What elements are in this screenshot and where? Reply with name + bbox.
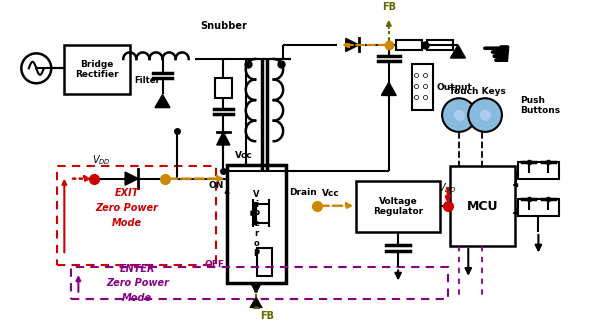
Polygon shape [155,94,170,108]
Text: Vcc: Vcc [235,151,252,160]
Bar [427,40,453,50]
Text: FB: FB [382,2,396,12]
Text: Bridge
Rectifier: Bridge Rectifier [75,60,119,79]
Bar [71,267,447,299]
Bar [518,199,559,216]
Circle shape [454,110,464,120]
Text: EXIT
Zero Power
Mode: EXIT Zero Power Mode [96,188,158,228]
Text: Drain: Drain [289,188,316,197]
Circle shape [442,98,476,132]
Text: Vcc: Vcc [322,189,339,198]
Text: ☚: ☚ [480,39,513,73]
Bar [450,167,515,246]
Text: Voltage
Regulator: Voltage Regulator [373,196,423,216]
Bar [356,180,440,232]
Text: $V_{DD}$: $V_{DD}$ [92,154,111,168]
Bar [412,64,432,110]
Circle shape [468,98,502,132]
Text: Push
Buttons: Push Buttons [520,96,560,116]
Polygon shape [217,132,230,145]
Polygon shape [346,39,359,51]
Text: MCU: MCU [467,200,498,213]
Polygon shape [450,45,465,58]
Circle shape [480,110,490,120]
Bar [227,165,286,283]
Text: ON: ON [209,181,224,190]
Polygon shape [125,172,138,185]
Bar [397,40,422,50]
Text: Touch Keys: Touch Keys [449,87,506,96]
Polygon shape [382,82,397,95]
Text: FB: FB [260,311,274,321]
Bar [64,45,130,93]
Bar [257,248,272,276]
Text: ENTER
Zero Power
Mode: ENTER Zero Power Mode [106,264,169,303]
Text: V
i
P
e
r
o
P: V i P e r o P [253,190,260,257]
Bar [57,167,216,265]
Bar [518,162,559,179]
Text: Snubber: Snubber [200,21,247,31]
Text: $V_{DD}$: $V_{DD}$ [438,181,457,195]
Polygon shape [249,297,264,310]
Text: Filter: Filter [135,76,161,85]
Bar [215,78,232,98]
Text: Output: Output [437,82,473,91]
Text: OFF: OFF [204,260,224,269]
